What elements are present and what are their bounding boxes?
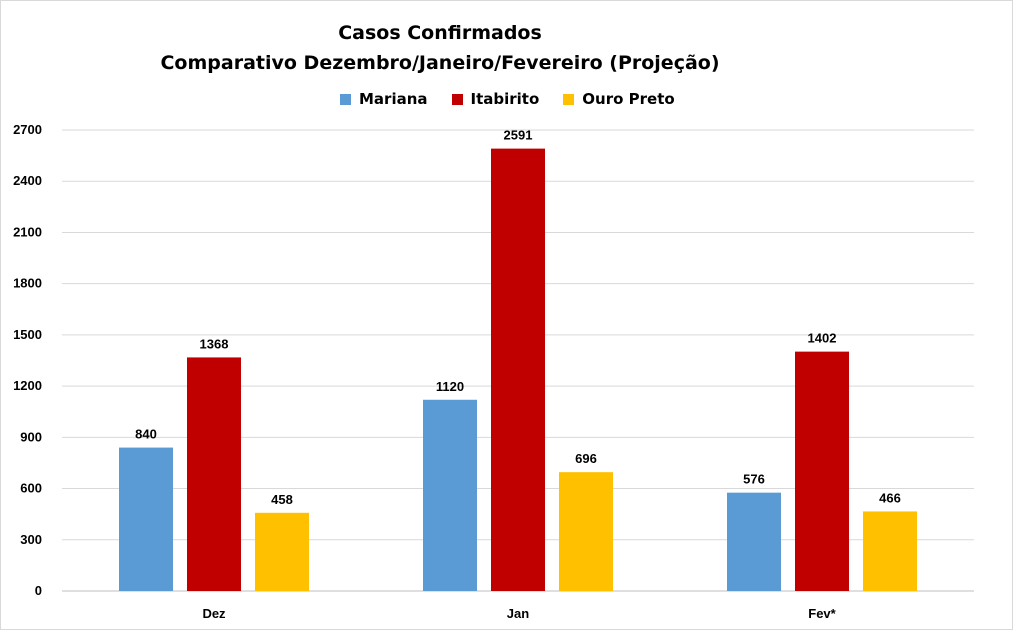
chart-title: Casos Confirmados	[338, 22, 542, 44]
bar-itabirito	[795, 351, 849, 591]
y-tick-label: 600	[20, 481, 42, 496]
legend-item-ouro-preto: Ouro Preto	[563, 90, 675, 108]
data-label-mariana: 576	[743, 472, 765, 487]
y-tick-label: 2400	[13, 173, 42, 188]
legend-label-itabirito: Itabirito	[470, 90, 540, 108]
chart-legend: Mariana Itabirito Ouro Preto	[340, 90, 699, 108]
data-label-itabirito: 2591	[504, 128, 533, 143]
legend-swatch-mariana	[340, 93, 351, 105]
legend-swatch-itabirito	[451, 93, 463, 105]
x-category-label: Fev*	[808, 606, 836, 621]
bar-ouro-preto	[559, 472, 613, 591]
bar-itabirito	[491, 148, 545, 591]
bar-mariana	[727, 492, 781, 591]
legend-item-itabirito: Itabirito	[451, 90, 540, 108]
y-tick-label: 300	[20, 532, 42, 547]
data-label-mariana: 840	[135, 427, 157, 442]
data-label-ouro-preto: 696	[575, 451, 597, 466]
y-tick-label: 2100	[13, 224, 42, 239]
chart-subtitle: Comparativo Dezembro/Janeiro/Fevereiro (…	[160, 52, 720, 74]
bar-mariana	[119, 447, 173, 591]
data-label-ouro-preto: 458	[271, 492, 293, 507]
legend-item-mariana: Mariana	[340, 90, 428, 108]
legend-label-ouro-preto: Ouro Preto	[582, 90, 675, 108]
y-tick-label: 1200	[13, 378, 42, 393]
y-tick-label: 900	[20, 429, 42, 444]
y-tick-label: 2700	[13, 122, 42, 137]
legend-swatch-ouro-preto	[563, 93, 575, 105]
bar-ouro-preto	[863, 511, 917, 591]
y-tick-label: 1800	[13, 276, 42, 291]
x-category-label: Jan	[507, 606, 529, 621]
x-category-label: Dez	[202, 606, 226, 621]
legend-label-mariana: Mariana	[359, 90, 428, 108]
bar-mariana	[423, 399, 477, 591]
bar-ouro-preto	[255, 512, 309, 591]
data-label-itabirito: 1368	[200, 336, 229, 351]
data-label-ouro-preto: 466	[879, 490, 901, 505]
data-label-itabirito: 1402	[808, 331, 837, 346]
y-tick-label: 0	[35, 583, 42, 598]
bar-itabirito	[187, 357, 241, 591]
data-label-mariana: 1120	[436, 379, 464, 394]
y-tick-label: 1500	[13, 327, 42, 342]
